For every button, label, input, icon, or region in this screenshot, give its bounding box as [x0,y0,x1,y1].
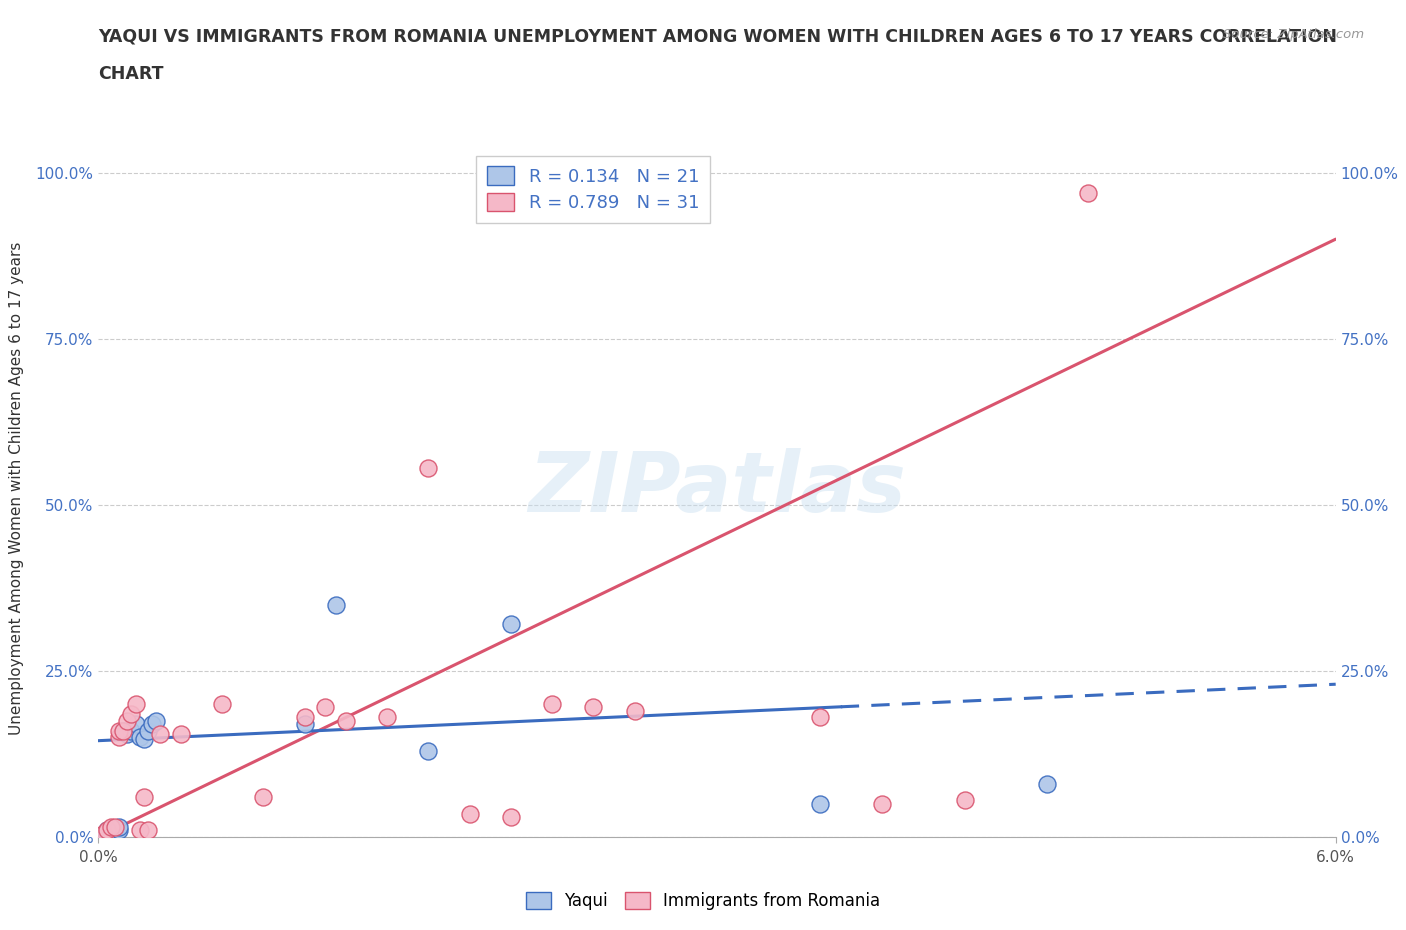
Point [132,731,155,746]
Point [623,703,645,718]
Point [145,713,167,728]
Point [808,796,831,811]
Point [418,743,440,758]
Point [117,713,139,728]
Point [96,823,118,838]
Point [128,730,150,745]
Point [211,697,233,711]
Point [108,724,131,738]
Point [1036,777,1059,791]
Text: CHART: CHART [98,65,165,83]
Point [108,819,131,834]
Text: ZIPatlas: ZIPatlas [529,447,905,529]
Point [335,713,357,728]
Point [375,710,398,724]
Point [120,707,142,722]
Point [136,724,159,738]
Y-axis label: Unemployment Among Women with Children Ages 6 to 17 years: Unemployment Among Women with Children A… [10,242,24,735]
Point [953,793,976,808]
Point [91,826,114,841]
Point [112,724,135,738]
Point [96,823,118,838]
Point [124,697,146,711]
Point [141,717,163,732]
Legend: R = 0.134   N = 21, R = 0.789   N = 31: R = 0.134 N = 21, R = 0.789 N = 31 [477,155,710,223]
Point [870,796,893,811]
Point [108,823,131,838]
Point [252,790,274,804]
Point [294,717,316,732]
Point [117,726,139,741]
Point [128,823,150,838]
Point [96,826,118,841]
Point [808,710,831,724]
Point [582,700,605,715]
Point [1077,185,1099,200]
Point [541,697,564,711]
Point [112,724,135,738]
Point [104,824,127,839]
Text: YAQUI VS IMMIGRANTS FROM ROMANIA UNEMPLOYMENT AMONG WOMEN WITH CHILDREN AGES 6 T: YAQUI VS IMMIGRANTS FROM ROMANIA UNEMPLO… [98,28,1337,46]
Point [149,726,172,741]
Point [294,710,316,724]
Point [458,806,481,821]
Legend: Yaqui, Immigrants from Romania: Yaqui, Immigrants from Romania [519,885,887,917]
Point [314,700,336,715]
Point [499,617,522,631]
Text: Source: ZipAtlas.com: Source: ZipAtlas.com [1223,28,1364,41]
Point [418,461,440,476]
Point [100,826,122,841]
Point [325,597,347,612]
Point [100,819,122,834]
Point [136,823,159,838]
Point [124,717,146,732]
Point [108,730,131,745]
Point [499,810,522,825]
Point [170,726,193,741]
Point [104,819,127,834]
Point [132,790,155,804]
Point [120,724,142,738]
